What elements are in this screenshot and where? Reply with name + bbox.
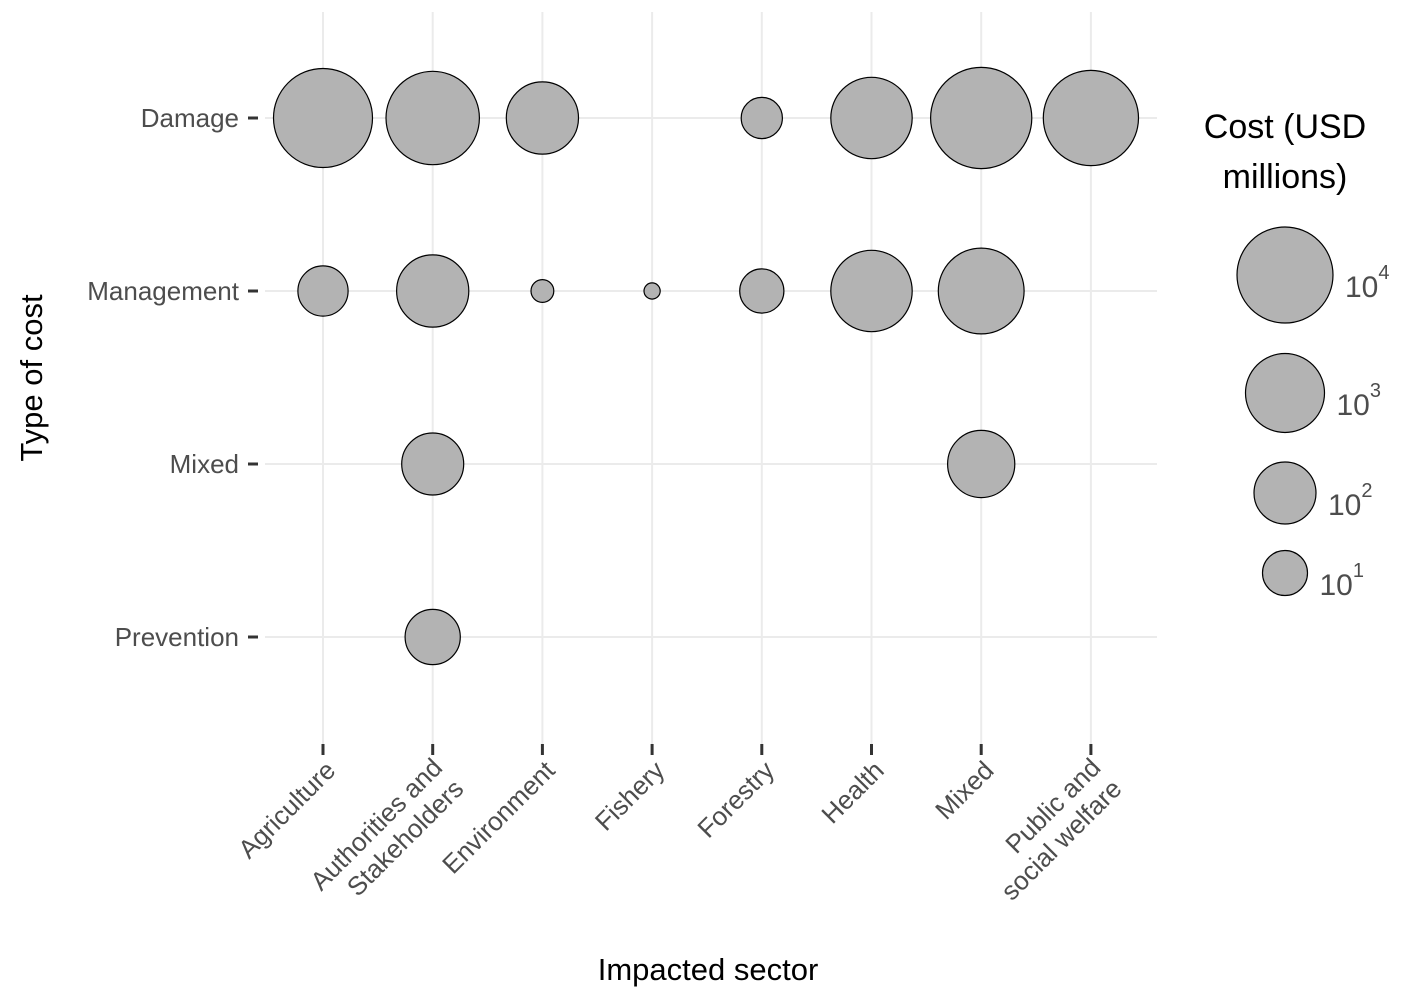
y-tick-label: Prevention bbox=[115, 622, 239, 652]
x-tick-label: Environment bbox=[436, 754, 561, 879]
bubble-point bbox=[830, 249, 913, 333]
bubble-point bbox=[740, 96, 784, 140]
y-tick-label: Damage bbox=[141, 103, 239, 133]
legend-bubble bbox=[1253, 461, 1317, 525]
legend-label: 104 bbox=[1345, 262, 1390, 304]
bubble-point bbox=[396, 254, 470, 328]
legend-bubble bbox=[1244, 352, 1326, 434]
legend-label: 103 bbox=[1337, 380, 1382, 422]
bubble-point bbox=[1042, 69, 1140, 167]
bubble-point bbox=[530, 279, 555, 304]
legend-bubble bbox=[1261, 549, 1309, 597]
bubble-point bbox=[401, 432, 465, 496]
y-tick-label: Mixed bbox=[170, 449, 239, 479]
x-tick-label: Agriculture bbox=[232, 755, 341, 864]
x-tick-label: Health bbox=[815, 755, 889, 829]
bubble-point bbox=[505, 81, 580, 155]
bubble-point bbox=[937, 247, 1025, 335]
bubble-point bbox=[272, 67, 374, 169]
y-tick-label: Management bbox=[87, 276, 240, 306]
bubble-point bbox=[297, 265, 349, 317]
size-legend: Cost (USD millions) 104 103 102 101 bbox=[1204, 108, 1390, 602]
bubble-point bbox=[404, 608, 461, 666]
x-tick-label: Forestry bbox=[691, 755, 780, 844]
bubble-point bbox=[947, 429, 1016, 499]
legend-bubble bbox=[1236, 226, 1334, 324]
legend-label: 101 bbox=[1320, 560, 1365, 602]
x-tick-label: Fishery bbox=[589, 755, 670, 836]
bubble-point bbox=[739, 268, 785, 314]
legend-label: 102 bbox=[1328, 480, 1373, 522]
x-axis-title: Impacted sector bbox=[598, 952, 819, 987]
bubbles bbox=[272, 66, 1140, 666]
y-axis-title: Type of cost bbox=[14, 294, 49, 462]
bubble-point bbox=[830, 76, 913, 160]
x-tick-label: Mixed bbox=[929, 755, 999, 825]
legend-title: Cost (USD millions) bbox=[1204, 108, 1366, 196]
bubble-point bbox=[385, 70, 481, 166]
bubble-point bbox=[930, 66, 1033, 170]
y-axis: Damage Management Mixed Prevention bbox=[87, 103, 258, 652]
bubble-point bbox=[643, 282, 661, 300]
